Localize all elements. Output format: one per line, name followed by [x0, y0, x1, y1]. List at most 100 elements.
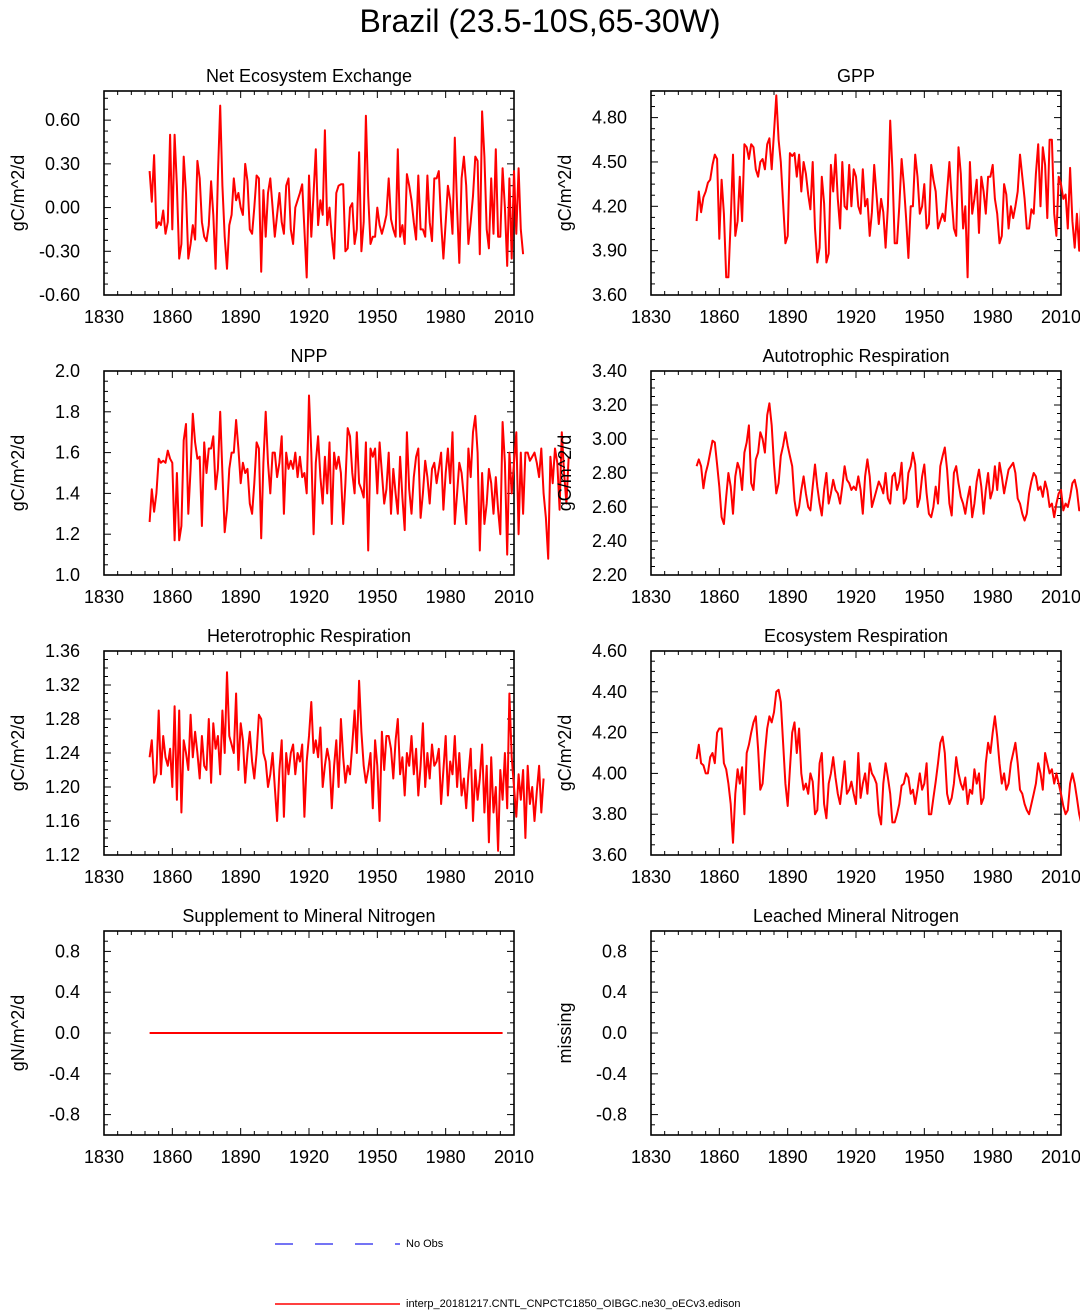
y-tick-label: -0.4 — [49, 1064, 80, 1084]
x-tick-label: 1920 — [289, 867, 329, 887]
x-tick-label: 1890 — [768, 1147, 808, 1167]
x-tick-label: 1950 — [357, 867, 397, 887]
x-tick-label: 1950 — [904, 1147, 944, 1167]
chart-title: Supplement to Mineral Nitrogen — [182, 906, 435, 926]
x-tick-label: 1830 — [631, 587, 671, 607]
y-tick-label: 4.60 — [592, 641, 627, 661]
x-tick-label: 1890 — [768, 587, 808, 607]
chart-title: Heterotrophic Respiration — [207, 626, 411, 646]
y-tick-label: 0.8 — [55, 941, 80, 961]
chart-title: Leached Mineral Nitrogen — [753, 906, 959, 926]
x-tick-label: 1920 — [836, 867, 876, 887]
chart-panel-2: GPP gC/m^2/d 1830 1860 1890 1920 1950 1980 2010 3… — [555, 66, 1080, 327]
x-tick-label: 1830 — [631, 307, 671, 327]
x-tick-label: 1950 — [904, 867, 944, 887]
y-tick-label: 1.16 — [45, 811, 80, 831]
y-tick-label: 1.8 — [55, 402, 80, 422]
x-tick-label: 1890 — [221, 307, 261, 327]
x-tick-label: 1830 — [84, 587, 124, 607]
series-line-model — [148, 394, 570, 560]
x-tick-label: 2010 — [494, 867, 534, 887]
series-line-model — [148, 104, 525, 279]
y-tick-label: 2.20 — [592, 565, 627, 585]
y-tick-label: -0.8 — [596, 1105, 627, 1125]
x-tick-label: 2010 — [1041, 307, 1080, 327]
chart-title: NPP — [290, 346, 327, 366]
y-tick-label: 1.32 — [45, 675, 80, 695]
x-tick-label: 1860 — [699, 1147, 739, 1167]
chart-title: Ecosystem Respiration — [764, 626, 948, 646]
x-tick-label: 1920 — [836, 587, 876, 607]
y-axis-label: gC/m^2/d — [555, 155, 575, 231]
x-tick-label: 1890 — [221, 867, 261, 887]
x-tick-label: 2010 — [494, 587, 534, 607]
x-tick-label: 1890 — [221, 1147, 261, 1167]
x-tick-label: 1860 — [699, 587, 739, 607]
series-line-model — [695, 94, 1080, 279]
x-tick-label: 1920 — [836, 1147, 876, 1167]
y-tick-label: 3.90 — [592, 241, 627, 261]
y-tick-label: 0.0 — [55, 1023, 80, 1043]
y-tick-label: 2.80 — [592, 463, 627, 483]
x-tick-label: 1950 — [357, 307, 397, 327]
y-tick-label: 1.6 — [55, 443, 80, 463]
y-tick-label: 1.4 — [55, 483, 80, 503]
y-tick-label: 0.0 — [602, 1023, 627, 1043]
x-tick-label: 1980 — [973, 587, 1013, 607]
series-line-model — [695, 688, 1080, 844]
x-tick-label: 1920 — [289, 587, 329, 607]
y-tick-label: 0.4 — [602, 982, 627, 1002]
y-tick-label: 0.60 — [45, 110, 80, 130]
y-tick-label: 0.8 — [602, 941, 627, 961]
y-tick-label: 3.00 — [592, 429, 627, 449]
x-tick-label: 1890 — [768, 307, 808, 327]
y-tick-label: 3.60 — [592, 285, 627, 305]
x-tick-label: 2010 — [1041, 587, 1080, 607]
x-tick-label: 1950 — [357, 1147, 397, 1167]
x-tick-label: 1980 — [426, 587, 466, 607]
y-axis-label: gC/m^2/d — [8, 715, 28, 791]
y-tick-label: 1.28 — [45, 709, 80, 729]
page-title: Brazil (23.5-10S,65-30W) — [359, 3, 721, 39]
x-tick-label: 1950 — [357, 587, 397, 607]
x-tick-label: 2010 — [494, 307, 534, 327]
y-tick-label: 1.20 — [45, 777, 80, 797]
x-tick-label: 1980 — [426, 307, 466, 327]
chart-panel-5: Heterotrophic Respiration gC/m^2/d 1830 186… — [8, 626, 545, 887]
y-tick-label: 4.40 — [592, 682, 627, 702]
plot-frame — [650, 90, 1062, 296]
series-line-model — [695, 402, 1080, 525]
y-tick-label: 4.50 — [592, 152, 627, 172]
x-tick-label: 1980 — [973, 867, 1013, 887]
y-tick-label: 0.30 — [45, 154, 80, 174]
x-tick-label: 1980 — [426, 1147, 466, 1167]
chart-title: GPP — [837, 66, 875, 86]
x-tick-label: 1830 — [84, 307, 124, 327]
chart-panel-7: Supplement to Mineral Nitrogen gN/m^2/d 18… — [8, 906, 534, 1167]
y-tick-label: 1.2 — [55, 524, 80, 544]
y-axis-label: gC/m^2/d — [8, 435, 28, 511]
x-tick-label: 1830 — [631, 867, 671, 887]
x-tick-label: 1860 — [699, 867, 739, 887]
y-tick-label: 3.20 — [592, 395, 627, 415]
y-tick-label: 4.20 — [592, 196, 627, 216]
y-tick-label: 3.40 — [592, 361, 627, 381]
x-tick-label: 1860 — [152, 587, 192, 607]
x-tick-label: 1920 — [836, 307, 876, 327]
x-tick-label: 1890 — [768, 867, 808, 887]
y-tick-label: -0.30 — [39, 241, 80, 261]
y-tick-label: 0.4 — [55, 982, 80, 1002]
chart-panel-8: Leached Mineral Nitrogen missing 1830 1860 1… — [555, 906, 1080, 1167]
y-axis-label: gN/m^2/d — [8, 995, 28, 1071]
x-tick-label: 1860 — [152, 307, 192, 327]
chart-panel-4: Autotrophic Respiration gC/m^2/d 1830 1860 1… — [555, 346, 1080, 607]
y-tick-label: 1.0 — [55, 565, 80, 585]
x-tick-label: 1860 — [152, 1147, 192, 1167]
y-tick-label: 1.24 — [45, 743, 80, 763]
chart-panel-1: Net Ecosystem Exchange gC/m^2/d 1830 1860 18… — [8, 66, 534, 327]
y-tick-label: 2.0 — [55, 361, 80, 381]
y-axis-label: gC/m^2/d — [555, 715, 575, 791]
y-tick-label: 4.20 — [592, 723, 627, 743]
y-tick-label: 4.80 — [592, 108, 627, 128]
